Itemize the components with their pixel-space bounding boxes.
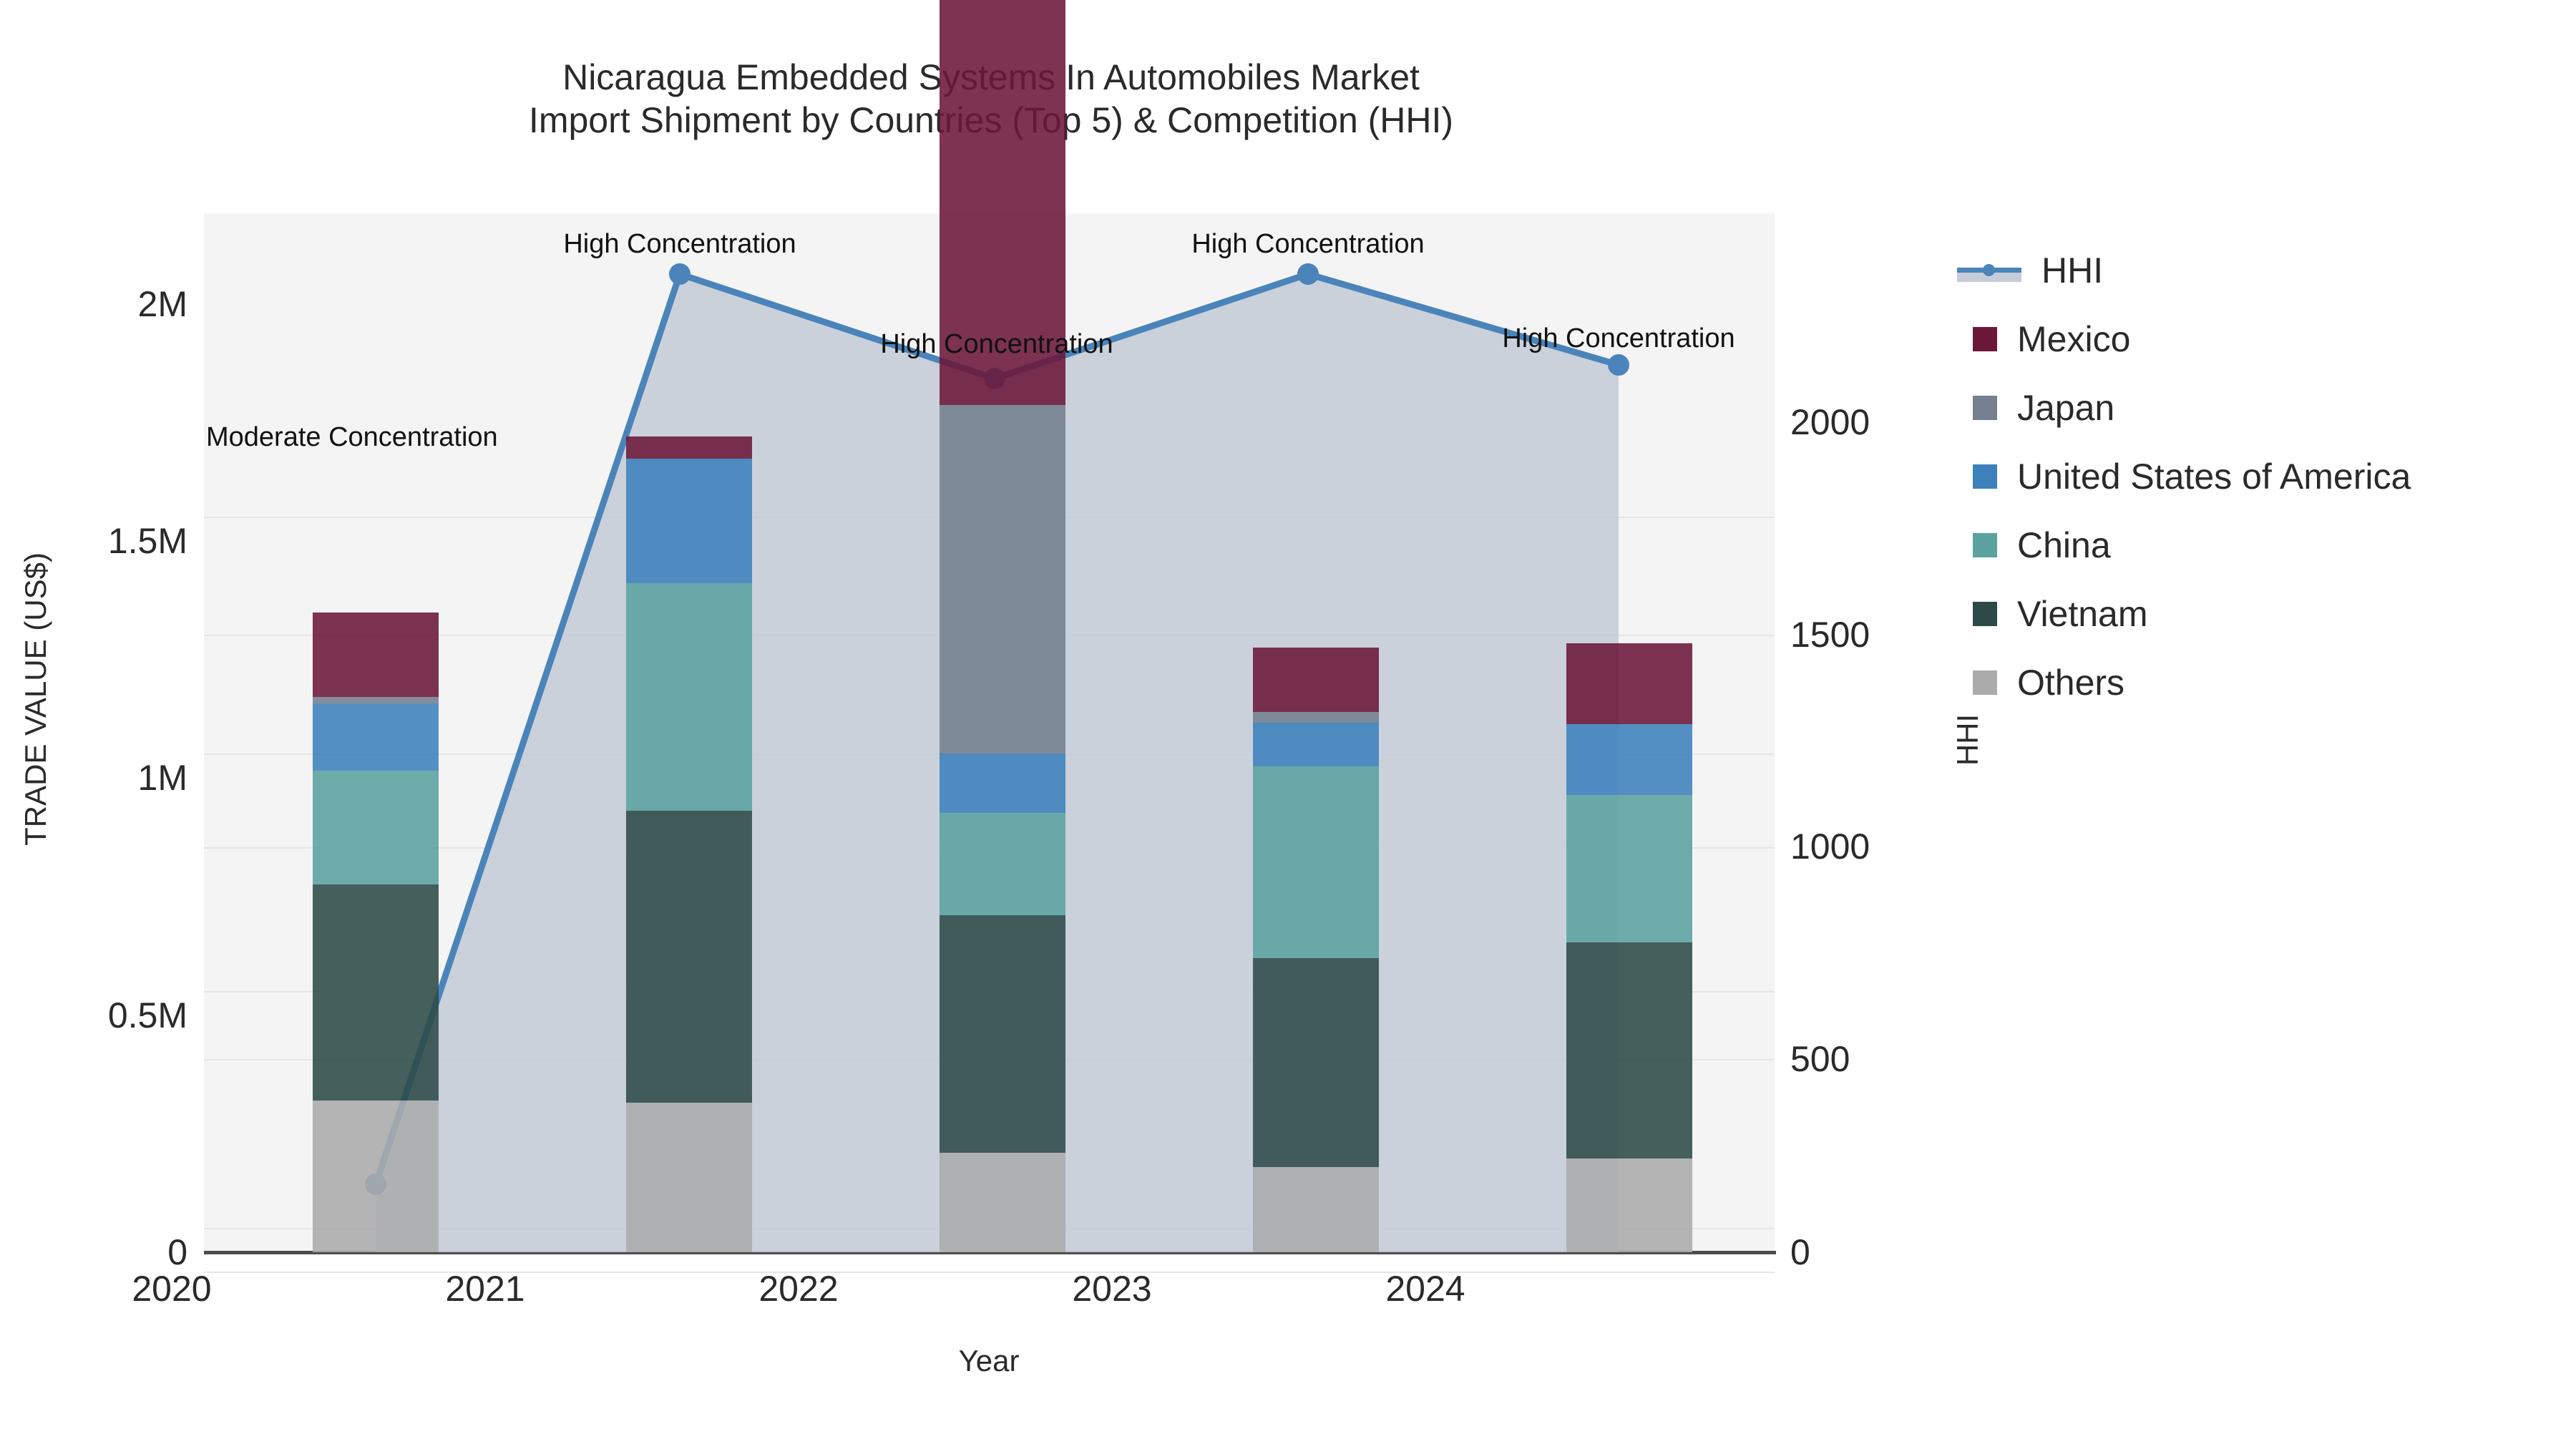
legend-item-mexico[interactable]: Mexico <box>1957 305 2565 374</box>
bar-seg-2021-vietnam[interactable] <box>626 811 752 1103</box>
ytick-right-0: 0 <box>1790 1232 1810 1272</box>
bar-seg-2024-others[interactable] <box>1566 1158 1692 1252</box>
y-axis-left-ticks: 0 0.5M 1M 1.5M 2M <box>0 0 187 1449</box>
bar-seg-2020-japan[interactable] <box>313 697 439 703</box>
swatch-usa-icon <box>1973 464 1997 489</box>
x-axis-label: Year <box>958 1344 1020 1377</box>
swatch-others-icon <box>1973 670 1997 695</box>
bar-seg-2024-china[interactable] <box>1566 795 1692 942</box>
hhi-point-2023[interactable] <box>1297 263 1319 285</box>
bar-seg-2022-usa[interactable] <box>940 753 1065 813</box>
swatch-vietnam-icon <box>1973 602 1997 626</box>
legend-item-hhi[interactable]: HHI <box>1957 236 2565 305</box>
xtick-2020: 2020 <box>132 1269 212 1309</box>
bar-seg-2024-usa[interactable] <box>1566 724 1692 795</box>
ytick-left-0.5M: 0.5M <box>107 995 187 1035</box>
bar-seg-2022-others[interactable] <box>940 1153 1065 1252</box>
legend-label-hhi: HHI <box>2041 250 2104 291</box>
x-axis-line <box>204 1251 1776 1254</box>
legend-item-japan[interactable]: Japan <box>1957 374 2565 442</box>
legend-item-others[interactable]: Others <box>1957 648 2565 717</box>
annotation-2022: High Concentration <box>880 329 1113 359</box>
legend-label-china: China <box>2017 525 2111 565</box>
bar-seg-2021-usa[interactable] <box>626 459 752 583</box>
xtick-2024: 2024 <box>1385 1269 1465 1309</box>
ytick-right-500: 500 <box>1790 1039 1850 1079</box>
bar-seg-2022-vietnam[interactable] <box>940 915 1065 1153</box>
legend-item-vietnam[interactable]: Vietnam <box>1957 580 2565 648</box>
hhi-point-2024[interactable] <box>1608 354 1629 376</box>
legend: HHI Mexico Japan United States of Americ… <box>1957 236 2565 717</box>
bar-seg-2023-mexico[interactable] <box>1253 648 1379 712</box>
annotation-2020: Moderate Concentration <box>206 422 498 452</box>
bar-seg-2022-china[interactable] <box>940 813 1065 915</box>
bar-seg-2023-usa[interactable] <box>1253 723 1379 766</box>
legend-label-vietnam: Vietnam <box>2017 594 2148 634</box>
bar-seg-2020-usa[interactable] <box>313 703 439 771</box>
bar-seg-2024-mexico[interactable] <box>1566 643 1692 724</box>
ytick-left-2M: 2M <box>137 284 187 324</box>
ytick-right-2000: 2000 <box>1790 402 1870 442</box>
bar-seg-2021-others[interactable] <box>626 1103 752 1252</box>
bar-seg-2020-vietnam[interactable] <box>313 884 439 1101</box>
ytick-left-1M: 1M <box>137 758 187 798</box>
y-axis-left-label: TRADE VALUE (US$) <box>19 552 52 846</box>
legend-label-usa: United States of America <box>2017 457 2411 497</box>
bar-seg-2021-mexico[interactable] <box>626 436 752 459</box>
legend-label-japan: Japan <box>2017 388 2115 428</box>
legend-item-usa[interactable]: United States of America <box>1957 442 2565 511</box>
y-axis-right-ticks: 0 500 1000 1500 2000 <box>1790 0 1978 1449</box>
bar-seg-2024-vietnam[interactable] <box>1566 942 1692 1158</box>
ytick-right-1000: 1000 <box>1790 826 1870 867</box>
bar-seg-2023-others[interactable] <box>1253 1167 1379 1252</box>
annotation-2024: High Concentration <box>1502 323 1735 353</box>
bars-layer <box>204 0 1775 1252</box>
legend-label-others: Others <box>2017 663 2125 703</box>
ytick-left-0: 0 <box>167 1232 187 1272</box>
legend-item-china[interactable]: China <box>1957 511 2565 580</box>
bar-seg-2020-china[interactable] <box>313 771 439 884</box>
bar-seg-2022-mexico[interactable] <box>940 0 1065 405</box>
bar-seg-2023-china[interactable] <box>1253 766 1379 958</box>
legend-label-mexico: Mexico <box>2017 319 2131 359</box>
swatch-mexico-icon <box>1973 327 1997 351</box>
ytick-right-1500: 1500 <box>1790 615 1870 655</box>
bar-seg-2020-mexico[interactable] <box>313 613 439 697</box>
xtick-2021: 2021 <box>445 1269 525 1309</box>
bar-seg-2021-china[interactable] <box>626 583 752 811</box>
bar-seg-2023-vietnam[interactable] <box>1253 958 1379 1167</box>
hhi-point-2021[interactable] <box>669 263 691 285</box>
bar-seg-2023-japan[interactable] <box>1253 712 1379 723</box>
annotation-2021: High Concentration <box>563 229 796 259</box>
gridline-hhi-500 <box>204 1272 1775 1273</box>
bar-seg-2020-others[interactable] <box>313 1101 439 1252</box>
hhi-line-icon <box>1957 258 2021 283</box>
swatch-japan-icon <box>1973 396 1997 420</box>
ytick-left-1.5M: 1.5M <box>107 521 187 561</box>
bar-seg-2022-japan[interactable] <box>940 405 1065 753</box>
annotation-2023: High Concentration <box>1191 229 1425 259</box>
swatch-china-icon <box>1973 533 1997 557</box>
xtick-2022: 2022 <box>758 1269 839 1309</box>
xtick-2023: 2023 <box>1072 1269 1152 1309</box>
